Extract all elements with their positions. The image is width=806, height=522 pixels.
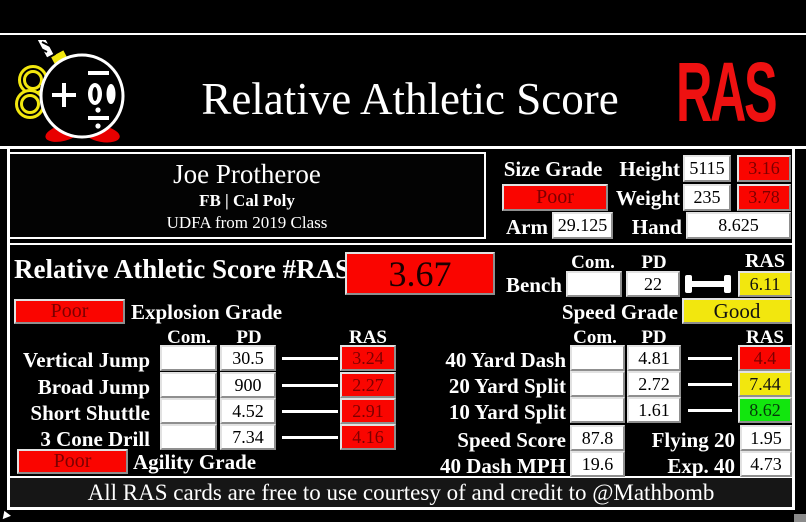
player-name: Joe Protheroe: [173, 158, 321, 189]
connector-line: [688, 383, 732, 386]
row-label: Short Shuttle: [30, 401, 150, 425]
row-pd-value: 30.5: [220, 345, 276, 371]
right-com-header: Com.: [573, 327, 617, 348]
arm-label: Arm: [506, 215, 548, 239]
frame-bottom: [7, 507, 795, 510]
row-pd-value: 4.52: [220, 398, 276, 424]
row-ras-value: 2.27: [340, 372, 396, 398]
speed-grade-label: Speed Grade: [561, 300, 678, 324]
size-grade-label: Size Grade: [503, 157, 603, 181]
bench-com-header: Com.: [571, 252, 615, 273]
bench-label: Bench: [505, 273, 562, 297]
arm-value: 29.125: [552, 212, 613, 239]
agility-grade-label: Agility Grade: [133, 450, 257, 474]
footer-divider: [7, 476, 795, 478]
frame-right: [792, 148, 795, 510]
row-label: 10 Yard Split: [448, 400, 566, 424]
dash-mph-value: 19.6: [570, 451, 625, 477]
dumbbell-icon: [685, 275, 731, 293]
player-position-school: FB | Cal Poly: [199, 190, 295, 210]
ras-logo: RAS: [676, 45, 778, 139]
speed-score-label: Speed Score: [457, 428, 566, 452]
row-ras-value: 2.91: [340, 398, 396, 424]
footer-credit: All RAS cards are free to use courtesy o…: [10, 478, 792, 507]
speed-grade-value: Good: [682, 298, 792, 324]
row-com-value: [570, 371, 625, 397]
player-info-box: Joe Protheroe FB | Cal Poly UDFA from 20…: [8, 152, 486, 239]
hand-label: Hand: [631, 215, 682, 239]
connector-line: [688, 357, 732, 360]
connector-line: [282, 357, 338, 360]
speed-score-value: 87.8: [570, 425, 625, 451]
row-pd-value: 7.34: [220, 424, 276, 450]
height-ras: 3.16: [737, 155, 791, 182]
row-pd-value: 2.72: [627, 371, 681, 397]
agility-grade-value: Poor: [17, 449, 128, 474]
connector-line: [282, 436, 338, 439]
exp-40-value: 4.73: [740, 451, 792, 477]
explosion-grade-label: Explosion Grade: [131, 300, 283, 324]
cursor-artifact: [1, 509, 14, 521]
row-ras-value: 4.16: [340, 424, 396, 450]
row-com-value: [160, 398, 217, 424]
row-pd-value: 900: [220, 372, 276, 398]
header-divider: [0, 146, 806, 149]
row-com-value: [570, 345, 625, 371]
row-com-value: [160, 424, 217, 450]
row-ras-value: 3.24: [340, 345, 396, 371]
flying-20-label: Flying 20: [651, 428, 735, 452]
row-label: 20 Yard Split: [448, 374, 566, 398]
row-pd-value: 4.81: [627, 345, 681, 371]
connector-line: [282, 384, 338, 387]
connector-line: [688, 409, 732, 412]
flying-20-value: 1.95: [740, 425, 792, 451]
mathbomb-logo: [15, 40, 125, 145]
dash-mph-label: 40 Dash MPH: [440, 454, 566, 478]
connector-line: [282, 410, 338, 413]
hand-value: 8.625: [686, 212, 791, 239]
bench-ras-value: 6.11: [738, 271, 792, 297]
row-com-value: [570, 397, 625, 423]
weight-ras: 3.78: [737, 184, 791, 211]
height-value: 5115: [683, 155, 731, 182]
row-label: 40 Yard Dash: [445, 348, 566, 372]
row-label: Vertical Jump: [23, 348, 150, 372]
row-com-value: [160, 345, 217, 371]
row-com-value: [160, 372, 217, 398]
size-grade-value: Poor: [502, 184, 608, 211]
bench-com-value: [566, 271, 622, 297]
row-label: Broad Jump: [37, 375, 150, 399]
bench-pd-header: PD: [641, 252, 667, 273]
left-pd-header: PD: [236, 327, 262, 348]
left-com-header: Com.: [167, 327, 211, 348]
weight-value: 235: [683, 184, 731, 211]
resize-handle[interactable]: [794, 514, 806, 522]
frame-left: [7, 148, 10, 510]
height-label: Height: [619, 157, 680, 181]
overall-ras-value: 3.67: [345, 252, 495, 295]
exp-40-label: Exp. 40: [667, 454, 735, 478]
row-ras-value: 4.4: [738, 345, 792, 371]
section-divider: [7, 243, 795, 245]
bench-pd-value: 22: [626, 271, 680, 297]
left-ras-header: RAS: [348, 327, 387, 348]
bench-ras-header: RAS: [744, 250, 785, 272]
row-ras-value: 8.62: [738, 397, 792, 423]
weight-label: Weight: [615, 186, 680, 210]
page-title: Relative Athletic Score: [201, 74, 619, 124]
row-pd-value: 1.61: [627, 397, 681, 423]
row-label: 3 Cone Drill: [40, 427, 150, 451]
overall-ras-label: Relative Athletic Score #RAS: [14, 254, 351, 284]
right-ras-header: RAS: [745, 327, 784, 348]
row-ras-value: 7.44: [738, 371, 792, 397]
right-pd-header: PD: [641, 327, 667, 348]
explosion-grade-value: Poor: [14, 299, 125, 324]
player-draft-info: UDFA from 2019 Class: [166, 212, 328, 232]
top-divider: [0, 33, 806, 35]
